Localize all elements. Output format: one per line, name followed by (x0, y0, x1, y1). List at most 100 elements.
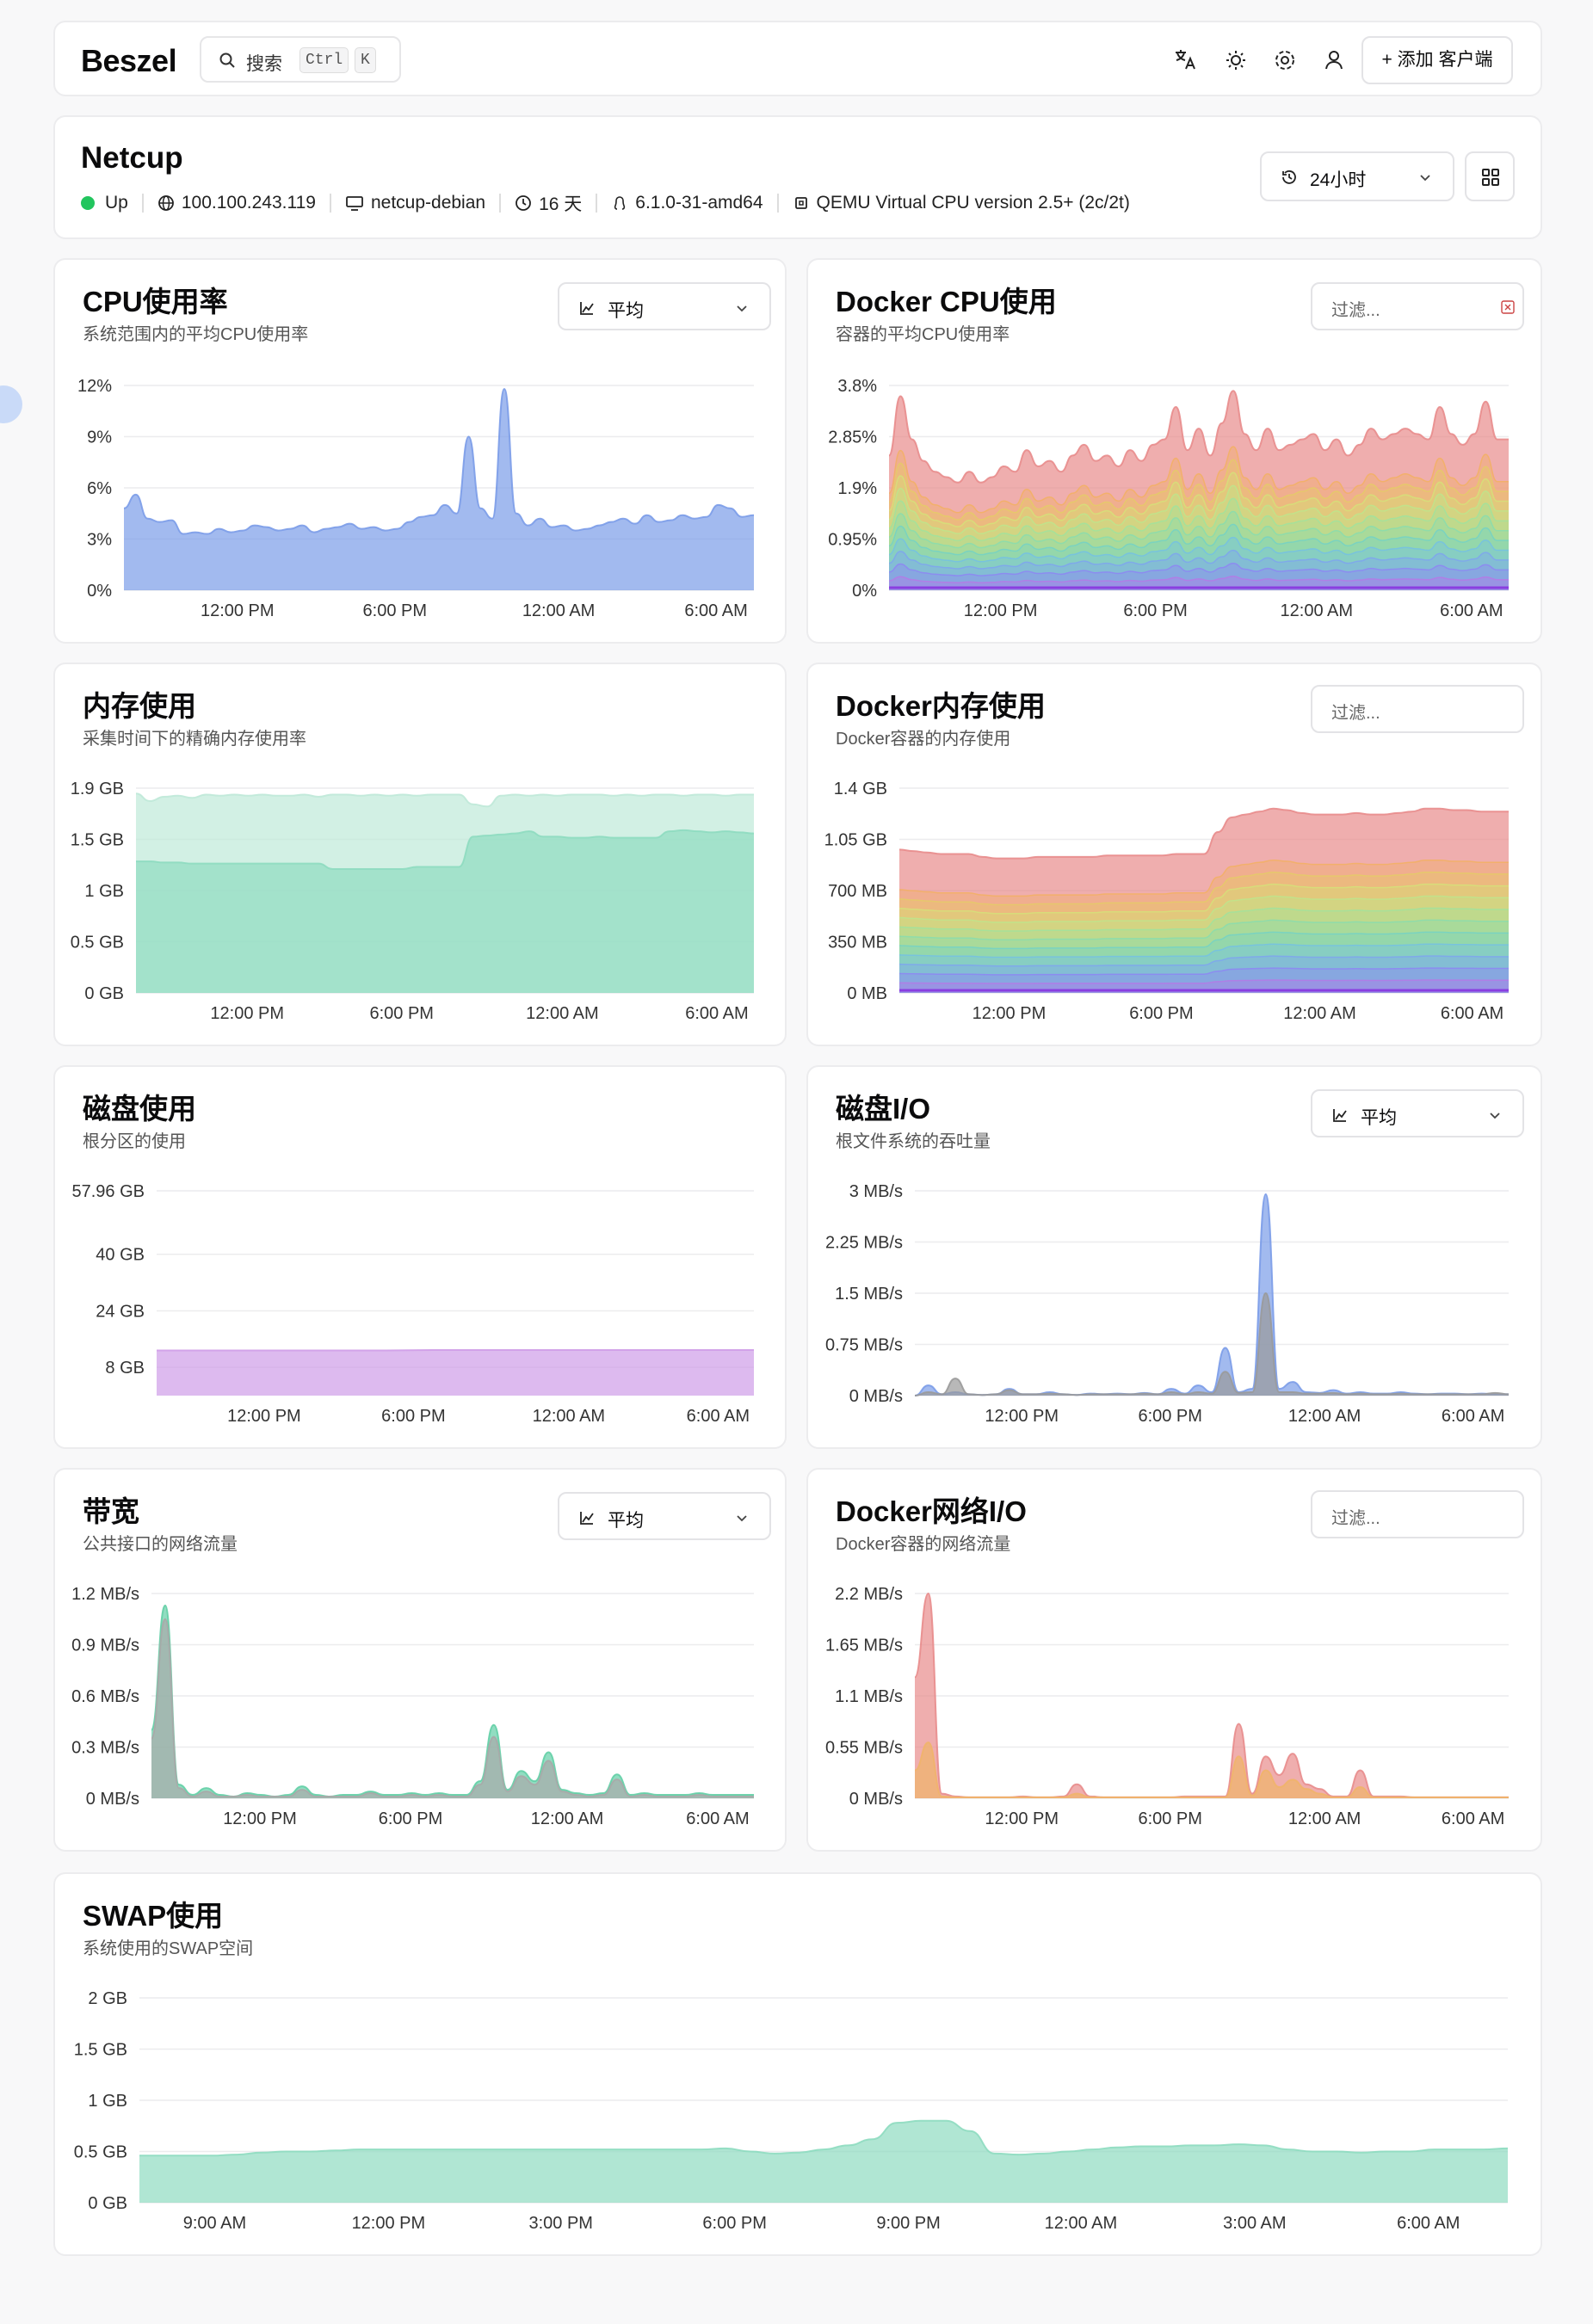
monitor-icon (346, 196, 363, 211)
globe-icon (157, 195, 174, 211)
search-icon (219, 52, 235, 68)
x-tick-label: 12:00 PM (201, 601, 275, 620)
disk-io-card: 磁盘I/O 根文件系统的吞吐量 平均 0 MB/s 0.75 MB/s 1.5 MB… (806, 1065, 1542, 1449)
x-tick-label: 12:00 AM (526, 1004, 599, 1023)
x-tick-label: 12:00 AM (533, 1407, 606, 1426)
cpu-icon (794, 197, 807, 209)
x-tick-label: 12:00 AM (522, 601, 596, 620)
x-tick-label: 12:00 AM (1283, 1004, 1356, 1023)
x-tick-label: 12:00 AM (1281, 601, 1354, 620)
cpu-aggregate-value: 平均 (608, 301, 644, 321)
docker-network-filter-input[interactable]: 过滤... (1311, 1490, 1524, 1538)
chart-title: 带宽 (83, 1495, 139, 1527)
y-tick-label: 1.9% (837, 479, 877, 498)
y-tick-label: 0% (852, 582, 877, 601)
grid-icon (1482, 169, 1499, 186)
cpu-usage-card: CPU使用率 系统范围内的平均CPU使用率 平均 0% 3% 6% 9% 12% 12:0… (53, 258, 787, 644)
theme-toggle-button[interactable] (1217, 41, 1255, 79)
disk-io-aggregate-select[interactable]: 平均 (1311, 1089, 1524, 1137)
container-band-line (888, 549, 1509, 570)
chart-subtitle: 根分区的使用 (83, 1132, 186, 1151)
kernel-version: 6.1.0-31-amd64 (635, 193, 763, 213)
cpu-aggregate-select[interactable]: 平均 (558, 282, 771, 330)
y-tick-label: 700 MB (828, 882, 887, 901)
y-tick-label: 3 MB/s (849, 1182, 903, 1201)
y-tick-label: 0.75 MB/s (825, 1336, 903, 1355)
y-tick-label: 2.85% (828, 428, 877, 447)
memory-chart-plot: 0 GB 0.5 GB 1 GB 1.5 GB 1.9 GB 12:00 PM 6:00 P… (71, 780, 755, 1023)
x-tick-label: 6:00 PM (381, 1407, 445, 1426)
x-tick-label: 6:00 AM (1440, 601, 1503, 620)
x-tick-label: 6:00 AM (1442, 1809, 1504, 1828)
container-band-line (888, 472, 1509, 527)
docker-memory-card: Docker内存使用 Docker容器的内存使用 过滤... 0 MB 350 M… (806, 663, 1542, 1046)
user-icon (1325, 51, 1343, 70)
chevron-down-icon (737, 305, 747, 312)
floating-translate-button[interactable] (0, 385, 22, 423)
container-band-line (898, 883, 1509, 915)
series-line (135, 792, 755, 808)
chart-title: Docker内存使用 (836, 690, 1046, 722)
cpu-model: QEMU Virtual CPU version 2.5+ (2c/2t) (816, 193, 1130, 213)
container-band-line (898, 871, 1509, 906)
container-band-line (888, 536, 1509, 563)
container-band-line (888, 523, 1509, 556)
x-tick-label: 9:00 PM (876, 2214, 940, 2233)
time-range-select[interactable]: 24小时 (1260, 151, 1454, 201)
y-tick-label: 3.8% (837, 377, 877, 396)
system-meta: Up 100.100.243.119 netcup-debian 16 天 6.… (81, 190, 1130, 216)
language-button[interactable] (1167, 41, 1205, 79)
logo[interactable]: Beszel (81, 43, 177, 78)
y-tick-label: 0.5 GB (71, 934, 124, 952)
y-tick-label: 0 MB (847, 984, 887, 1003)
series-area (157, 1350, 754, 1396)
x-tick-label: 12:00 PM (223, 1809, 297, 1828)
layout-toggle-button[interactable] (1465, 151, 1515, 201)
add-client-button[interactable]: + 添加 客户端 (1361, 36, 1513, 84)
bandwidth-aggregate-select[interactable]: 平均 (558, 1492, 771, 1540)
y-tick-label: 24 GB (96, 1302, 145, 1321)
series-area (915, 1193, 1509, 1396)
y-tick-label: 2.25 MB/s (825, 1234, 903, 1253)
filter-placeholder: 过滤... (1331, 704, 1380, 723)
chart-title: 磁盘使用 (83, 1093, 196, 1125)
disk-chart-plot: 8 GB 24 GB 40 GB 57.96 GB 12:00 PM 6:00 PM 12:… (71, 1182, 754, 1426)
docker-cpu-filter-input[interactable]: 过滤... (1311, 282, 1524, 330)
y-tick-label: 6% (87, 479, 112, 498)
top-bar: Beszel 搜索 Ctrl K + 添加 客户端 (53, 21, 1542, 96)
series-area (151, 1618, 754, 1798)
x-tick-label: 6:00 AM (685, 1004, 748, 1023)
series-area (915, 1742, 1509, 1798)
x-tick-label: 6:00 AM (1441, 1004, 1503, 1023)
bandwidth-aggregate-value: 平均 (608, 1511, 644, 1531)
history-icon (1282, 170, 1296, 184)
ip-address[interactable]: 100.100.243.119 (181, 193, 316, 213)
container-band-line (898, 895, 1509, 923)
x-tick-label: 12:00 PM (210, 1004, 284, 1023)
y-tick-label: 0 MB/s (86, 1790, 139, 1809)
y-tick-label: 1.9 GB (71, 780, 124, 798)
clear-filter-icon[interactable] (1500, 299, 1516, 315)
x-tick-label: 6:00 PM (1138, 1407, 1201, 1426)
cpu-chart-plot: 0% 3% 6% 9% 12% 12:00 PM 6:00 PM 12:00 AM 6:00 A… (77, 377, 755, 620)
y-tick-label: 0.5 GB (74, 2143, 127, 2162)
y-tick-label: 1.4 GB (834, 780, 887, 798)
series-area (136, 829, 754, 993)
chevron-down-icon (1490, 1113, 1500, 1119)
y-tick-label: 0.6 MB/s (71, 1687, 139, 1706)
x-tick-label: 12:00 PM (985, 1407, 1059, 1426)
y-tick-label: 1.5 MB/s (835, 1285, 903, 1304)
chart-subtitle: 采集时间下的精确内存使用率 (83, 730, 306, 749)
series-line (135, 829, 755, 870)
search-button[interactable]: 搜索 Ctrl K (200, 36, 401, 83)
user-button[interactable] (1315, 41, 1353, 79)
hostname: netcup-debian (370, 193, 486, 213)
y-tick-label: 1.05 GB (824, 831, 887, 850)
container-band (889, 563, 1509, 590)
series-line (139, 2119, 1509, 2157)
chart-title: 内存使用 (83, 690, 196, 722)
series-line (914, 1741, 1509, 1798)
docker-memory-filter-input[interactable]: 过滤... (1311, 685, 1524, 733)
settings-button[interactable] (1266, 41, 1304, 79)
y-tick-label: 0.95% (828, 531, 877, 550)
